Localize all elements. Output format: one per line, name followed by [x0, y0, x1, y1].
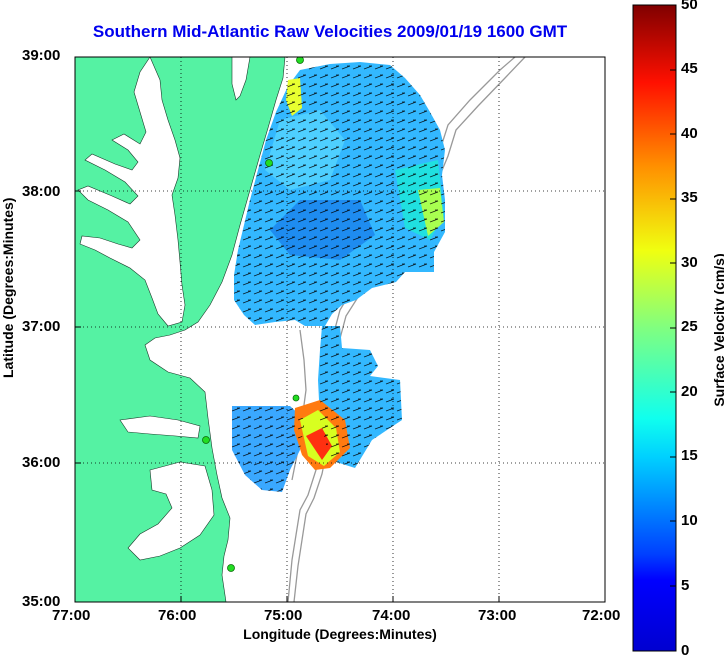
x-tick-label: 72:00: [582, 607, 621, 624]
radar-station-marker: [296, 57, 304, 64]
colorbar-tick-label: 20: [681, 383, 698, 400]
x-axis-label: Longitude (Degrees:Minutes): [243, 626, 437, 642]
tick-marks: [75, 190, 500, 602]
colorbar: [632, 4, 677, 652]
colorbar-ticks: [670, 69, 676, 587]
colorbar-tick-label: 0: [681, 642, 690, 659]
x-tick-label: 73:00: [478, 607, 517, 624]
velocity-arrows-south: [232, 326, 402, 492]
colorbar-tick-label: 50: [681, 0, 698, 13]
velocity-arrows-north: [234, 62, 445, 326]
colorbar-tick-label: 35: [681, 189, 698, 206]
x-tick-label: 75:00: [264, 607, 303, 624]
land-mass: [75, 57, 286, 602]
x-tick-label: 77:00: [52, 607, 91, 624]
colorbar-tick-label: 25: [681, 318, 698, 335]
x-tick-label: 76:00: [158, 607, 197, 624]
chesapeake-bay: [77, 57, 186, 327]
colorbar-tick-label: 10: [681, 512, 698, 529]
map-title: Southern Mid-Atlantic Raw Velocities 200…: [92, 22, 568, 41]
colorbar-tick-label: 45: [681, 60, 698, 77]
y-tick-label: 38:00: [22, 183, 61, 200]
y-tick-label: 36:00: [22, 454, 61, 471]
colorbar-tick-label: 30: [681, 254, 698, 271]
y-tick-label: 37:00: [22, 318, 61, 335]
radar-station-marker: [202, 436, 210, 444]
radar-stations: [202, 57, 304, 572]
colorbar-tick-label: 5: [681, 577, 690, 594]
radar-station-marker: [292, 394, 300, 402]
colorbar-tick-label: 15: [681, 447, 698, 464]
radar-station-marker: [227, 564, 235, 572]
y-tick-label: 35:00: [22, 593, 61, 610]
y-tick-label: 39:00: [22, 47, 61, 64]
colorbar-tick-label: 40: [681, 125, 698, 142]
albemarle-sound: [119, 415, 201, 439]
radar-station-marker: [265, 159, 273, 167]
grid-lines: [75, 57, 605, 602]
plot-frame: [74, 56, 606, 603]
x-tick-label: 74:00: [372, 607, 411, 624]
pamlico-sound: [127, 461, 215, 561]
delaware-bay: [231, 57, 251, 101]
